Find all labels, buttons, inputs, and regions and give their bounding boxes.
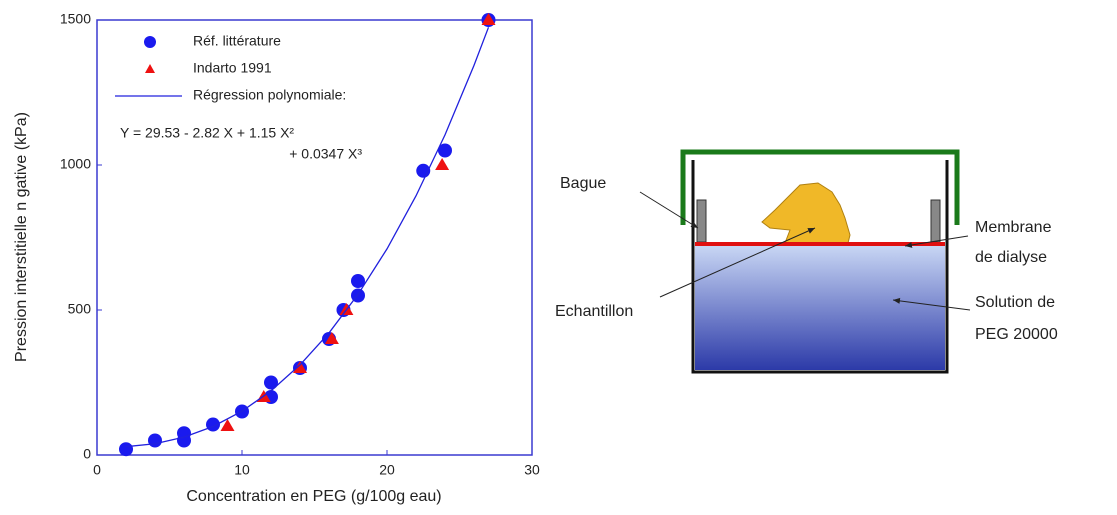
equation: Y = 29.53 - 2.82 X + 1.15 X² [120,125,294,141]
label: Solution de [975,294,1055,311]
plot-frame [96,19,533,456]
y-tick-label: 0 [83,446,91,462]
label: Echantillon [555,303,633,320]
legend-marker [145,64,155,73]
point [435,158,450,170]
arrow [639,191,699,229]
point [481,13,496,25]
arrow [892,297,971,311]
chart: Concentration en PEG (g/100g eau) Pressi… [13,11,540,506]
point [324,332,339,344]
y-tick-label: 1500 [60,11,91,27]
point [220,419,235,431]
label: de dialyse [975,249,1047,266]
x-tick-label: 30 [524,462,540,478]
label: Bague [560,175,606,192]
solution [695,246,945,370]
equation: + 0.0347 X³ [289,146,362,162]
point [351,274,365,288]
ring [696,199,707,243]
ring [930,199,941,243]
label: PEG 20000 [975,326,1058,343]
legend-label: Indarto 1991 [193,60,272,76]
arrow [904,235,969,248]
point [148,433,162,448]
point [293,361,307,373]
x-tick-label: 20 [379,462,395,478]
x-tick-label: 0 [93,462,101,478]
legend-marker [144,36,156,48]
y-tick-label: 500 [68,301,92,317]
legend-label: Réf. littérature [193,33,281,49]
point [438,143,452,158]
point [119,442,133,457]
diagram: Bague Membrane de dialyse Echantillon So… [555,149,1058,374]
y-tick-label: 1000 [60,156,91,172]
container [691,160,949,374]
label: Membrane [975,219,1052,236]
fit-line [125,27,490,448]
arrow [659,227,816,298]
sample [761,182,851,244]
legend-label: Régression polynomiale: [193,87,346,103]
x-tick-label: 10 [234,462,250,478]
point [177,433,191,448]
lid [680,149,960,225]
point [264,375,278,390]
y-axis-label: Pression interstitielle n gative (kPa) [13,112,30,362]
x-axis-label: Concentration en PEG (g/100g eau) [186,488,441,505]
